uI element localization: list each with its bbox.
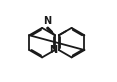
- Text: N: N: [43, 16, 51, 26]
- Text: N: N: [50, 45, 58, 55]
